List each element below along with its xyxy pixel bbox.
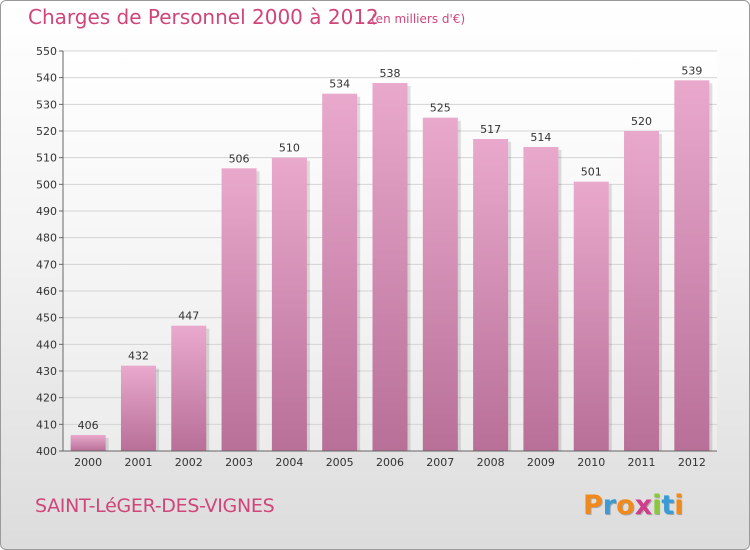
logo-letter: i	[652, 490, 662, 521]
y-tick-label: 450	[36, 312, 57, 325]
y-tick-label: 490	[36, 205, 57, 218]
y-tick-label: 480	[36, 232, 57, 245]
bar-value-label: 510	[279, 142, 300, 155]
x-tick-label: 2003	[225, 456, 253, 469]
bar-value-label: 501	[581, 166, 602, 179]
bar-value-label: 520	[631, 115, 652, 128]
logo-letter: r	[602, 490, 617, 521]
bar-2011	[624, 131, 660, 451]
y-tick-label: 460	[36, 285, 57, 298]
bar-value-label: 506	[229, 152, 250, 165]
x-tick-label: 2007	[426, 456, 454, 469]
y-tick-label: 430	[36, 365, 57, 378]
logo-letter: P	[583, 490, 603, 521]
bar-value-label: 538	[380, 67, 401, 80]
bar-value-label: 447	[178, 310, 199, 323]
x-tick-label: 2005	[326, 456, 354, 469]
x-axis: 2000 2001 2002 2003 2004 2005 2006 2007 2008 2009…	[63, 450, 717, 469]
bar-value-label: 539	[681, 64, 702, 77]
logo-letter: i	[674, 490, 684, 521]
x-tick-label: 2009	[527, 456, 555, 469]
x-tick-label: 2000	[74, 456, 102, 469]
bar-2012	[674, 80, 710, 451]
y-tick-label: 470	[36, 258, 57, 271]
x-tick-label: 2004	[275, 456, 303, 469]
y-axis: 400 410 420 430 440 450 460 470 480 490 500 510 520 5…	[36, 45, 64, 458]
bar-2004	[271, 157, 307, 451]
bar-value-label: 525	[430, 102, 451, 115]
bar-2003	[221, 168, 257, 452]
bar-2009	[523, 147, 559, 451]
bar-2001	[120, 365, 156, 451]
chart-title: Charges de Personnel 2000 à 2012	[28, 5, 379, 29]
x-tick-label: 2012	[678, 456, 706, 469]
bar-2008	[473, 139, 509, 451]
y-tick-label: 410	[36, 418, 57, 431]
bar-2007	[422, 117, 458, 452]
y-tick-label: 530	[36, 98, 57, 111]
bar-2006	[372, 83, 408, 451]
bars: 406 432 447 506 510 534 538 525 517 514 501 520 539	[70, 64, 713, 452]
bar-2000	[70, 435, 106, 451]
x-tick-label: 2001	[124, 456, 152, 469]
logo-letter: x	[634, 490, 653, 521]
x-tick-label: 2008	[477, 456, 505, 469]
bar-value-label: 406	[78, 419, 99, 432]
bar-value-label: 517	[480, 123, 501, 136]
bar-value-label: 534	[329, 78, 350, 91]
bar-value-label: 514	[530, 131, 551, 144]
x-tick-label: 2006	[376, 456, 404, 469]
x-tick-label: 2010	[577, 456, 605, 469]
bar-2002	[171, 325, 207, 451]
bar-2010	[573, 181, 609, 451]
x-tick-label: 2002	[175, 456, 203, 469]
y-tick-label: 500	[36, 178, 57, 191]
x-tick-label: 2011	[628, 456, 656, 469]
y-tick-label: 440	[36, 338, 57, 351]
y-tick-label: 400	[36, 445, 57, 458]
bar-2005	[322, 93, 358, 452]
proxiti-logo: Proxiti	[583, 490, 684, 521]
chart-unit: (en milliers d'€)	[371, 12, 466, 26]
y-tick-label: 520	[36, 125, 57, 138]
y-tick-label: 510	[36, 152, 57, 165]
logo-letter: t	[661, 490, 675, 521]
y-tick-label: 420	[36, 392, 57, 405]
logo-letter: o	[616, 490, 635, 521]
bar-value-label: 432	[128, 350, 149, 363]
y-tick-label: 540	[36, 72, 57, 85]
town-name: SAINT-LéGER-DES-VIGNES	[35, 495, 275, 517]
y-tick-label: 550	[36, 45, 57, 58]
